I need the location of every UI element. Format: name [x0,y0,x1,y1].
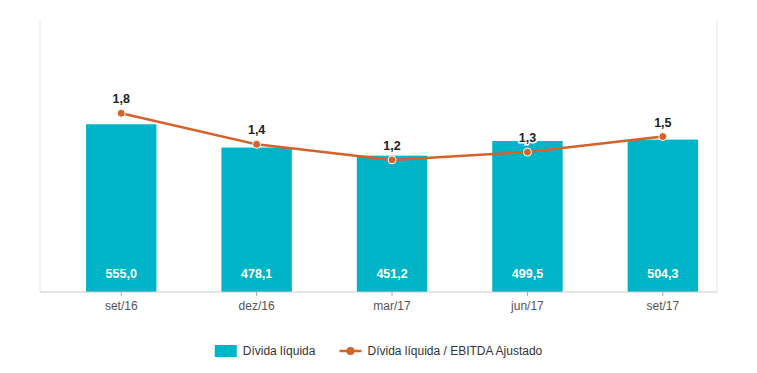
legend-label: Dívida líquida / EBITDA Ajustado [367,344,542,358]
line-value-label: 1,5 [654,116,671,130]
y2-axis-line [717,20,718,292]
bar [357,156,427,292]
x-tick-label: dez/16 [239,299,275,313]
data-labels: 555,0 478,1 451,2 499,5 504,3 1,8 1,4 1,2 1,3 1,5 [106,92,679,281]
legend-swatch-marker [346,347,354,355]
line-value-label: 1,3 [519,131,536,145]
x-tick [256,292,257,296]
line-value-label: 1,2 [383,139,400,153]
line-marker [117,109,125,117]
line-marker [253,140,261,148]
line-value-label: 1,4 [248,123,265,137]
x-tick [121,292,122,296]
y-axis-line [40,20,41,292]
x-tick [392,292,393,296]
legend: Dívida líquida Dívida líquida / EBITDA Aj… [215,344,543,358]
x-tick [527,292,528,296]
bar-value-label: 499,5 [512,267,543,281]
x-tick-label: jun/17 [510,299,544,313]
chart-svg: 555,0 478,1 451,2 499,5 504,3 1,8 1,4 1,2 1,3 1,5… [0,0,757,373]
bar [86,124,156,292]
bar-value-label: 451,2 [376,267,407,281]
chart-container: 555,0 478,1 451,2 499,5 504,3 1,8 1,4 1,2 1,3 1,5… [0,0,757,373]
x-tick-label: mar/17 [373,299,411,313]
line-marker [388,156,396,164]
marks [86,109,698,292]
bar [492,141,562,292]
x-axis-line [40,292,717,293]
line-marker [659,133,667,141]
bar [221,148,291,292]
line-marker [523,148,531,156]
legend-label: Dívida líquida [243,344,316,358]
bar-value-label: 504,3 [647,267,678,281]
legend-item: Dívida líquida [215,344,316,358]
x-tick-label: set/16 [105,299,138,313]
legend-item: Dívida líquida / EBITDA Ajustado [339,344,542,358]
x-tick-label: set/17 [646,299,679,313]
line [121,113,663,160]
x-tick [662,292,663,296]
bar-value-label: 478,1 [241,267,272,281]
bar [628,140,698,292]
line-value-label: 1,8 [113,92,130,106]
bar-value-label: 555,0 [106,267,137,281]
legend-swatch [215,345,237,357]
